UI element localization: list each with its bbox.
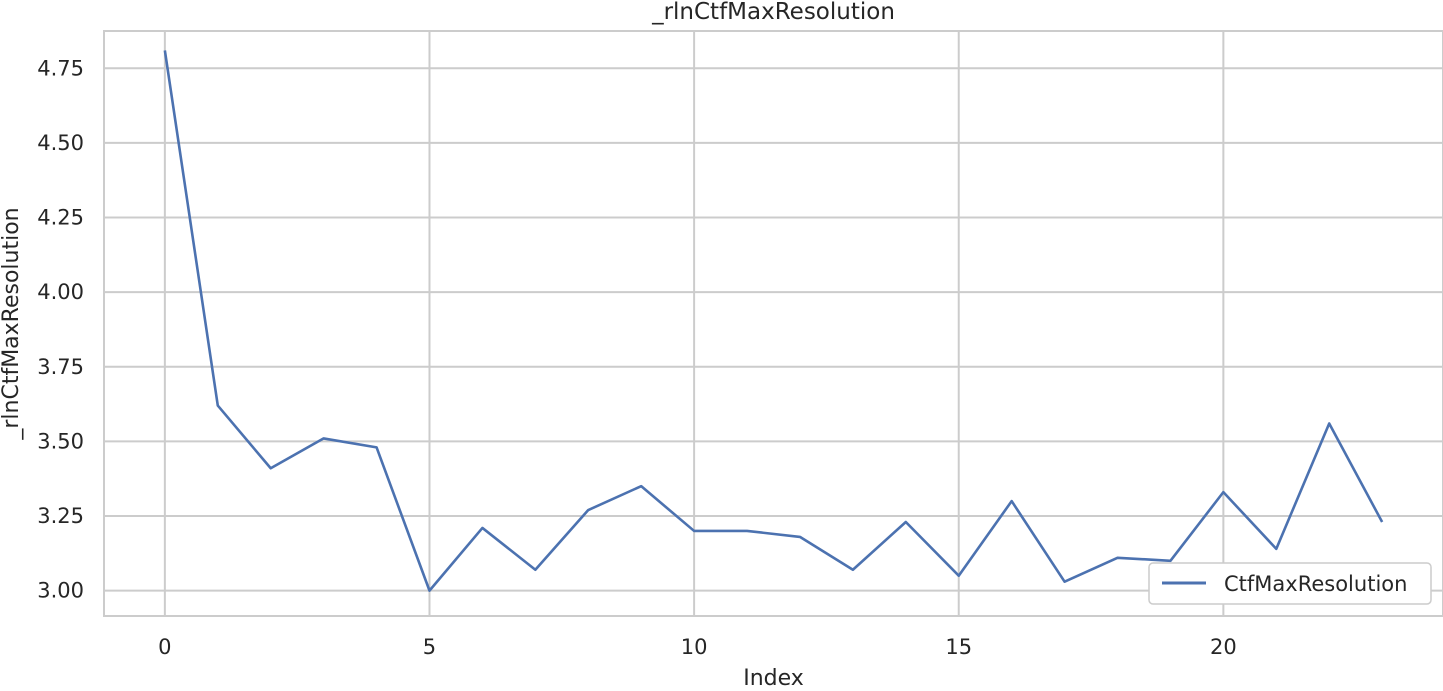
x-axis-label: Index	[743, 666, 804, 691]
y-tick-label: 3.25	[37, 504, 84, 528]
x-tick-label: 10	[681, 635, 708, 659]
legend-box	[1148, 562, 1432, 605]
legend: CtfMaxResolution	[1148, 562, 1432, 605]
series-line	[163, 50, 1384, 592]
y-tick-label: 3.75	[37, 355, 84, 379]
y-tick-label: 3.50	[37, 429, 84, 453]
y-tick-label: 4.25	[37, 206, 84, 230]
y-tick-label: 4.50	[37, 131, 84, 155]
series-layer	[163, 50, 1384, 592]
y-tick-label: 4.00	[37, 280, 84, 304]
plot-frame	[103, 30, 1443, 617]
x-tick-label: 5	[423, 635, 436, 659]
x-tick-labels: 0 5 10 15 20	[158, 635, 1237, 659]
x-tick-label: 15	[945, 635, 972, 659]
grid-lines	[104, 31, 1443, 616]
x-tick-label: 20	[1210, 635, 1237, 659]
x-tick-label: 0	[158, 635, 171, 659]
legend-label: CtfMaxResolution	[1224, 572, 1407, 596]
y-axis-label: _rlnCtfMaxResolution	[0, 207, 24, 440]
y-tick-labels: 3.00 3.25 3.50 3.75 4.00 4.25 4.50 4.75	[37, 56, 84, 602]
y-tick-label: 4.75	[37, 56, 84, 80]
chart-title: _rlnCtfMaxResolution	[651, 0, 895, 25]
y-tick-label: 3.00	[37, 579, 84, 603]
